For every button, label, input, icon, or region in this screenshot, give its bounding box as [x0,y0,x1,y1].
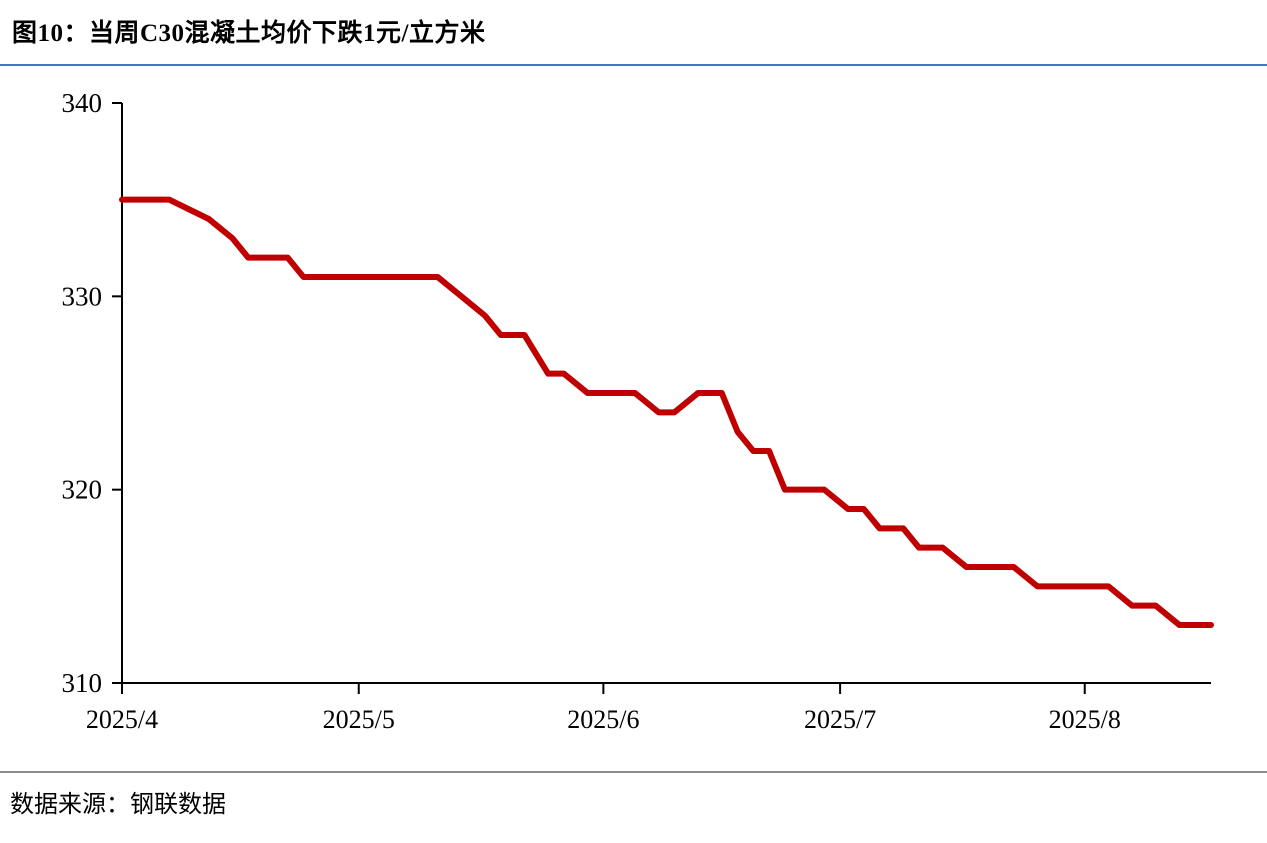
x-tick-label: 2025/8 [1049,705,1121,734]
y-tick-labels: 310 320 330 340 [62,88,103,698]
x-tick-marks [121,683,1086,694]
y-axis-group: 310 320 330 340 [62,88,123,698]
x-axis-group: 2025/4 2025/5 2025/6 2025/7 2025/8 [86,682,1211,734]
y-tick-label: 310 [62,668,103,698]
data-line-c30-price [119,196,1214,628]
y-tick-label: 330 [62,281,103,311]
y-tick-label: 340 [62,88,103,118]
y-tick-label: 320 [62,475,103,505]
y-tick-marks [112,102,122,684]
series-group [119,196,1214,628]
x-tick-label: 2025/4 [86,705,158,734]
page-title: 图10：当周C30混凝土均价下跌1元/立方米 [12,20,486,47]
x-tick-label: 2025/5 [323,705,395,734]
x-tick-label: 2025/6 [567,705,639,734]
data-source-note: 数据来源：钢联数据 [10,792,226,818]
x-tick-label: 2025/7 [804,705,876,734]
header-divider [0,64,1267,66]
x-tick-labels: 2025/4 2025/5 2025/6 2025/7 2025/8 [86,705,1121,734]
line-chart: 310 320 330 340 2025/4 2025/5 2025/6 2025/7 202… [0,70,1267,760]
footer-divider [0,771,1267,773]
